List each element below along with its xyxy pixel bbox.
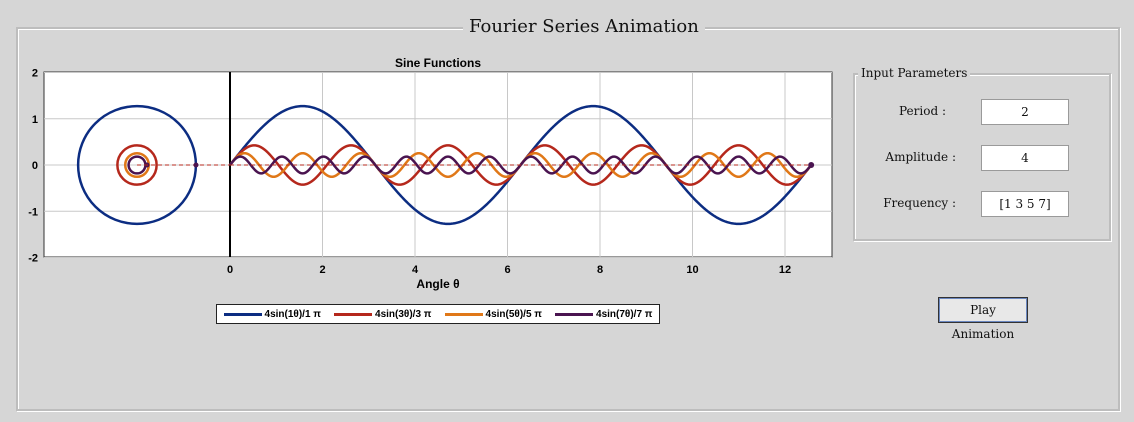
frequency-field[interactable]: [1 3 5 7] <box>981 191 1069 217</box>
plot-legend: 4sin(1θ)/1 π 4sin(3θ)/3 π 4sin(5θ)/5 π 4sin… <box>216 304 660 324</box>
amplitude-label: Amplitude : <box>885 150 956 164</box>
legend-label: 4sin(3θ)/3 π <box>375 308 432 320</box>
legend-label: 4sin(7θ)/7 π <box>596 308 653 320</box>
play-animation-button[interactable]: Play Animation <box>938 297 1028 341</box>
legend-item: 4sin(3θ)/3 π <box>334 309 431 320</box>
legend-label: 4sin(1θ)/1 π <box>264 308 321 320</box>
series-endpoint <box>808 162 815 168</box>
x-tick-label: 4 <box>412 264 419 276</box>
amplitude-field[interactable]: 4 <box>981 145 1069 171</box>
period-field[interactable]: 2 <box>981 99 1069 125</box>
plot-title: Sine Functions <box>395 56 481 70</box>
x-tick-label: 10 <box>686 264 698 276</box>
phasor-circle <box>116 144 158 186</box>
y-tick-label: -2 <box>28 253 38 265</box>
legend-line-swatch <box>444 312 483 316</box>
legend-item: 4sin(5θ)/5 π <box>444 308 542 320</box>
input-parameters-panel <box>853 73 1111 241</box>
period-label: Period : <box>899 104 946 118</box>
input-parameters-title: Input Parameters <box>858 66 971 80</box>
legend-item: 4sin(7θ)/7 π <box>555 309 652 320</box>
legend-item: 4sin(1θ)/1 π <box>223 308 321 320</box>
y-tick-label: 2 <box>32 68 38 80</box>
legend-line-swatch <box>334 312 373 316</box>
legend-line-swatch <box>223 312 262 316</box>
x-tick-label: 0 <box>227 264 233 276</box>
projection-point <box>193 162 199 168</box>
frequency-label: Frequency : <box>883 196 956 210</box>
x-tick-label: 6 <box>504 264 510 276</box>
x-axis-label: Angle θ <box>416 277 459 291</box>
y-tick-label: 1 <box>32 114 38 126</box>
x-tick-label: 12 <box>779 264 791 276</box>
y-tick-label: 0 <box>32 160 38 172</box>
legend-label: 4sin(5θ)/5 π <box>485 308 542 320</box>
window-title: Fourier Series Animation <box>463 16 705 37</box>
x-tick-label: 8 <box>597 264 603 276</box>
y-tick-label: -1 <box>28 206 38 218</box>
legend-line-swatch <box>555 312 594 316</box>
x-tick-label: 2 <box>319 264 325 276</box>
